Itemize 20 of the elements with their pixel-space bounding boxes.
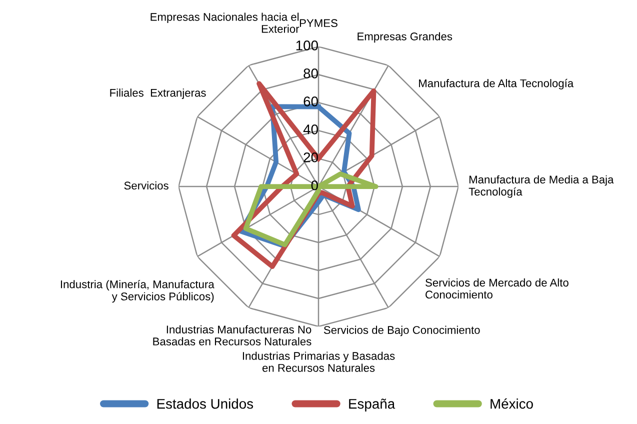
spoke-label: Servicios de Mercado de Alto Conocimiento (426, 278, 568, 299)
legend-label: México (490, 398, 533, 409)
legend-label: Estados Unidos (157, 398, 254, 409)
spoke-label: Industrias Primarias y Basadas en Recursos Naturales (242, 352, 395, 372)
spoke-label: Empresas Grandes (358, 32, 452, 43)
y-tick-label: 40 (303, 124, 318, 134)
y-tick-label: 0 (311, 180, 318, 190)
spoke-label: Industrias Manufactureras No Basadas en Recursos Naturales (153, 325, 312, 346)
y-tick-label: 60 (304, 96, 318, 106)
spoke-label: Industria (Minería, Manufactura y Servicios Públicos) (60, 280, 214, 303)
spoke-label: Filiales Extranjeras (110, 88, 206, 99)
spoke-label: Manufactura de Media a Baja Tecnología (468, 175, 614, 198)
legend-label: España (349, 398, 396, 412)
spoke-label: Servicios de Bajo Conocimiento (324, 326, 480, 336)
spoke-label: PYMES (300, 19, 338, 28)
y-tick-label: 100 (296, 40, 318, 50)
spoke-label: Empresas Nacionales hacia el Exterior (150, 12, 300, 33)
y-tick-label: 80 (304, 68, 318, 78)
spoke-label: Servicios (124, 181, 168, 190)
spoke-label: Manufactura de Alta Tecnología (419, 78, 574, 90)
